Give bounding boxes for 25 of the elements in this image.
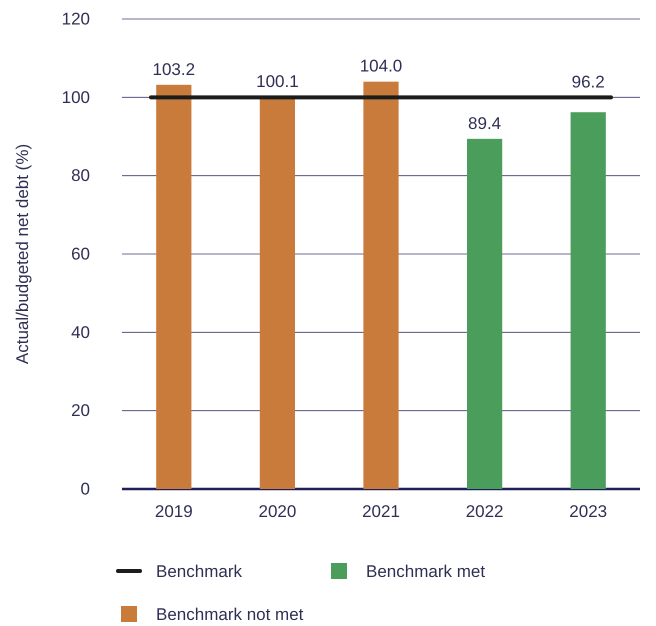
y-axis-title: Actual/budgeted net debt (%)	[13, 144, 32, 364]
bar	[363, 82, 399, 489]
x-tick-label: 2023	[569, 502, 608, 522]
data-label: 96.2	[572, 72, 605, 92]
data-label: 100.1	[256, 72, 299, 91]
y-tick-label: 40	[71, 322, 90, 342]
x-tick-label: 2021	[362, 502, 400, 522]
legend-label: Benchmark met	[366, 562, 486, 581]
x-tick-label: 2022	[466, 502, 504, 522]
x-tick-label: 2019	[154, 502, 193, 522]
data-label: 89.4	[468, 114, 502, 133]
data-label: 104.0	[360, 56, 402, 76]
bar	[466, 138, 502, 489]
y-tick-label: 120	[62, 9, 90, 28]
y-tick-label: 0	[80, 479, 90, 498]
data-label: 103.2	[152, 60, 196, 79]
bar	[156, 84, 192, 489]
y-tick-label: 80	[71, 166, 90, 186]
y-tick-label: 60	[71, 244, 90, 264]
x-tick-label: 2020	[258, 502, 296, 522]
y-tick-label: 100	[62, 88, 90, 107]
legend-label: Benchmark not met	[156, 605, 304, 624]
legend-label: Benchmark	[156, 562, 242, 581]
y-tick-label: 20	[71, 401, 90, 420]
bar	[570, 112, 606, 489]
